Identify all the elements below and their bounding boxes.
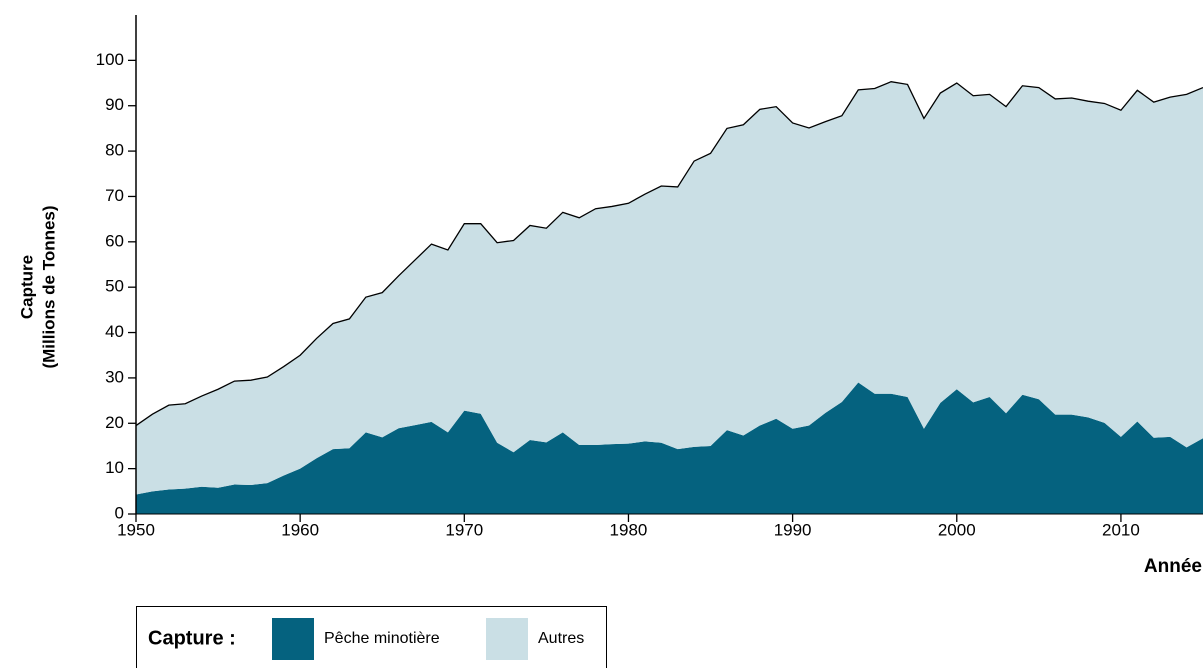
x-tick-label: 1970 <box>445 520 483 539</box>
y-tick-label: 50 <box>105 277 124 296</box>
y-tick-label: 40 <box>105 322 124 341</box>
x-tick-label: 2000 <box>938 520 976 539</box>
y-tick-label: 90 <box>105 95 124 114</box>
y-tick-label: 60 <box>105 231 124 250</box>
x-tick-label: 1950 <box>117 520 155 539</box>
y-tick-label: 0 <box>115 503 124 522</box>
legend-swatch <box>486 618 528 660</box>
x-axis-label: Année <box>1144 556 1202 577</box>
x-tick-label: 1980 <box>610 520 648 539</box>
legend-swatch <box>272 618 314 660</box>
legend-label: Autres <box>538 630 584 647</box>
y-tick-label: 10 <box>105 458 124 477</box>
area <box>136 382 1203 514</box>
y-tick-label: 80 <box>105 141 124 160</box>
y-tick-label: 100 <box>96 50 124 69</box>
legend-label: Pêche minotière <box>324 630 440 647</box>
top-line <box>135 81 1203 427</box>
y-axis-label: Capture <box>17 255 36 319</box>
x-tick-label: 2010 <box>1102 520 1140 539</box>
x-tick-label: 1990 <box>774 520 812 539</box>
y-axis-label: (Millions de Tonnes) <box>39 205 58 368</box>
y-tick-label: 20 <box>105 413 124 432</box>
area <box>136 81 1203 495</box>
x-tick-label: 1960 <box>281 520 319 539</box>
legend-title: Capture : <box>148 627 236 649</box>
y-tick-label: 30 <box>105 367 124 386</box>
legend-box <box>136 606 607 668</box>
y-tick-label: 70 <box>105 186 124 205</box>
